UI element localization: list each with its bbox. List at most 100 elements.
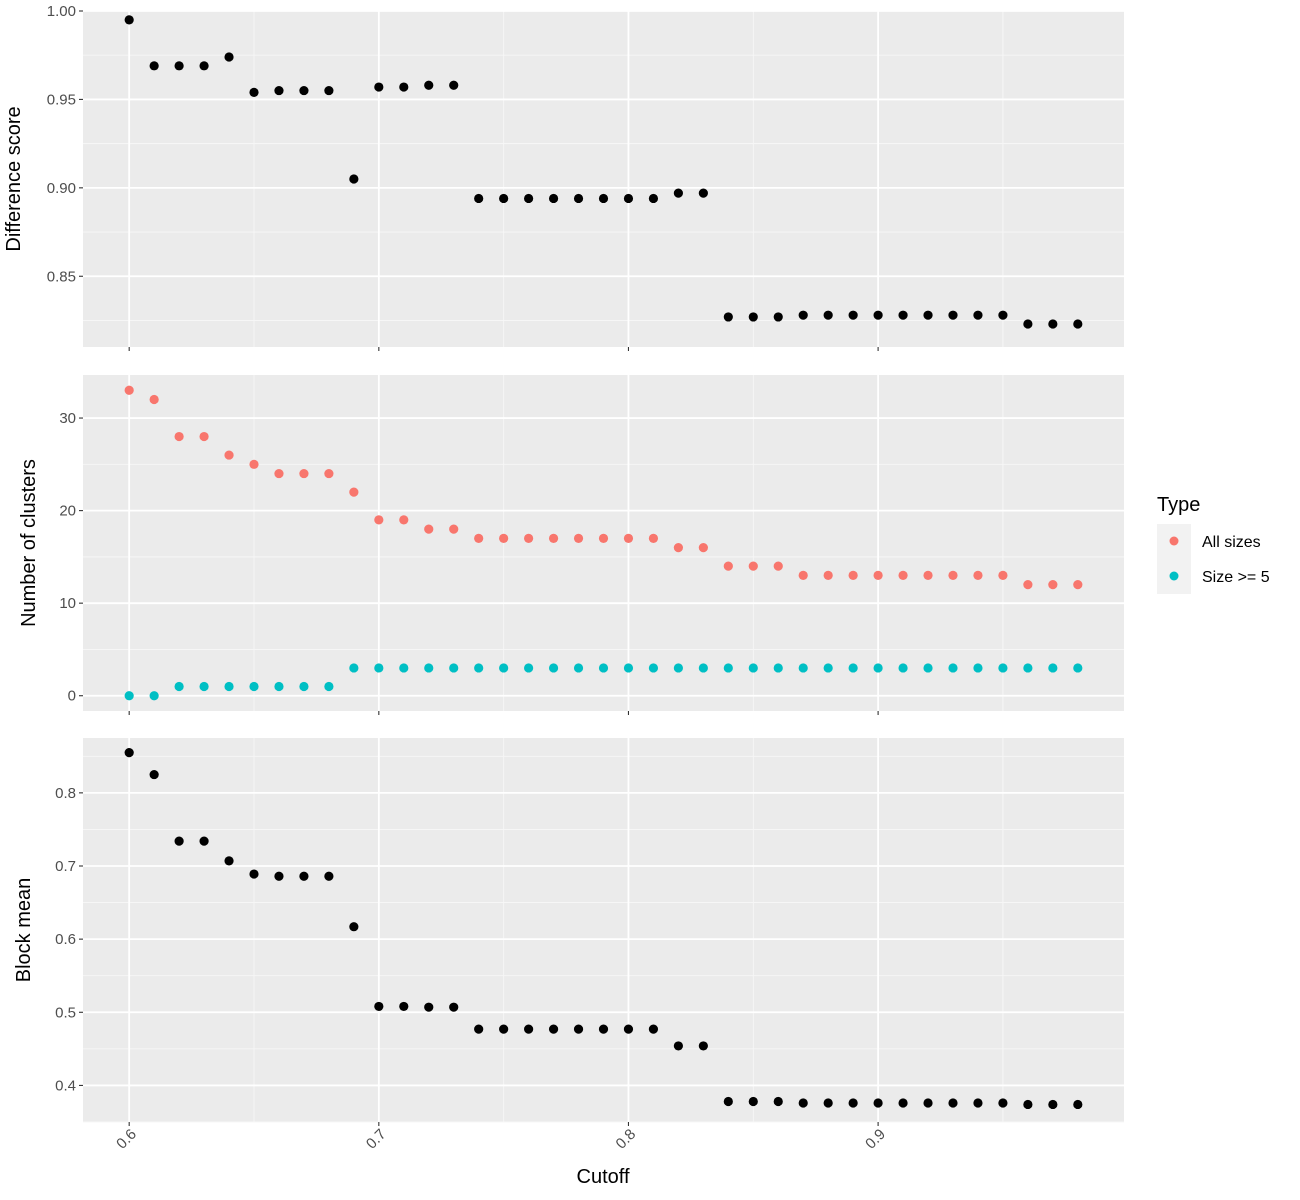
point-block-mean-values	[873, 1098, 883, 1108]
point-difference-score-values	[299, 85, 309, 96]
point-number-of-clusters-all-sizes	[124, 385, 134, 395]
legend: Type All sizes Size >= 5	[1157, 494, 1270, 594]
point-block-mean-values	[399, 1001, 409, 1012]
point-number-of-clusters-size-5	[573, 663, 584, 673]
point-difference-score-values	[1073, 319, 1083, 329]
y-tick-label: 0.85	[47, 268, 76, 285]
point-number-of-clusters-size-5	[923, 663, 933, 673]
legend-key-size-ge-5	[1169, 571, 1179, 581]
point-number-of-clusters-size-5	[299, 681, 309, 692]
y-axis-title-difference-score: Difference score	[3, 106, 25, 251]
point-difference-score-values	[274, 85, 284, 96]
point-number-of-clusters-all-sizes	[923, 570, 933, 580]
point-difference-score-values	[773, 312, 783, 322]
point-number-of-clusters-size-5	[673, 663, 683, 673]
point-number-of-clusters-all-sizes	[224, 450, 234, 460]
point-number-of-clusters-all-sizes	[823, 570, 833, 580]
y-tick-label: 0	[68, 688, 76, 705]
point-block-mean-values	[923, 1098, 933, 1108]
panel-block-mean: 0.4 0.5 0.6 0.7 0.8 Block mean	[13, 738, 1124, 1126]
point-number-of-clusters-size-5	[973, 663, 983, 673]
point-number-of-clusters-size-5	[249, 681, 259, 692]
point-number-of-clusters-all-sizes	[1023, 580, 1033, 590]
point-number-of-clusters-size-5	[199, 681, 209, 692]
point-number-of-clusters-all-sizes	[349, 487, 359, 497]
point-number-of-clusters-size-5	[1073, 663, 1083, 673]
point-block-mean-values	[648, 1024, 659, 1034]
point-number-of-clusters-all-sizes	[998, 570, 1008, 580]
point-number-of-clusters-all-sizes	[848, 570, 858, 580]
point-number-of-clusters-size-5	[798, 663, 808, 673]
point-number-of-clusters-all-sizes	[648, 533, 659, 543]
point-difference-score-values	[873, 310, 883, 320]
point-number-of-clusters-all-sizes	[174, 431, 184, 442]
point-difference-score-values	[723, 312, 733, 322]
point-number-of-clusters-size-5	[1023, 663, 1033, 673]
point-number-of-clusters-all-sizes	[524, 533, 534, 543]
point-difference-score-values	[449, 80, 459, 90]
point-number-of-clusters-all-sizes	[698, 543, 708, 553]
y-tick-label: 0.6	[55, 931, 76, 948]
point-difference-score-values	[598, 193, 609, 204]
point-difference-score-values	[374, 82, 384, 92]
point-number-of-clusters-size-5	[399, 663, 409, 673]
point-block-mean-values	[948, 1098, 958, 1108]
x-tick-label: 0.9	[862, 1126, 889, 1153]
point-difference-score-values	[923, 310, 933, 320]
point-number-of-clusters-all-sizes	[873, 570, 883, 580]
point-number-of-clusters-all-sizes	[748, 561, 758, 571]
point-block-mean-values	[973, 1098, 983, 1108]
point-block-mean-values	[823, 1098, 833, 1108]
point-block-mean-values	[424, 1002, 434, 1012]
point-number-of-clusters-all-sizes	[548, 533, 559, 543]
point-block-mean-values	[898, 1098, 908, 1108]
point-number-of-clusters-all-sizes	[499, 533, 509, 543]
point-number-of-clusters-all-sizes	[324, 468, 334, 479]
point-number-of-clusters-all-sizes	[598, 533, 609, 543]
point-number-of-clusters-all-sizes	[249, 459, 259, 469]
point-difference-score-values	[124, 15, 134, 25]
x-axis-title: Cutoff	[577, 1166, 630, 1188]
x-tick-label: 0.6	[113, 1126, 140, 1153]
point-difference-score-values	[524, 193, 534, 204]
point-block-mean-values	[224, 856, 234, 866]
point-difference-score-values	[499, 193, 509, 204]
point-block-mean-values	[199, 836, 209, 846]
point-number-of-clusters-size-5	[848, 663, 858, 673]
point-number-of-clusters-size-5	[823, 663, 833, 673]
point-difference-score-values	[324, 85, 334, 96]
point-number-of-clusters-all-sizes	[798, 570, 808, 580]
y-tick-label: 30	[59, 410, 76, 427]
point-block-mean-values	[998, 1098, 1008, 1108]
point-number-of-clusters-size-5	[623, 663, 634, 673]
point-number-of-clusters-size-5	[174, 681, 184, 692]
point-difference-score-values	[998, 310, 1008, 320]
point-number-of-clusters-all-sizes	[773, 561, 783, 571]
point-number-of-clusters-size-5	[1048, 663, 1058, 673]
y-tick-label: 10	[59, 595, 76, 612]
point-number-of-clusters-size-5	[424, 663, 434, 673]
panel-difference-score: 0.85 0.90 0.95 1.00 Difference score	[3, 3, 1124, 351]
point-block-mean-values	[349, 922, 359, 932]
point-difference-score-values	[199, 61, 209, 71]
point-block-mean-values	[1048, 1099, 1058, 1110]
point-difference-score-values	[424, 80, 434, 90]
point-number-of-clusters-size-5	[124, 691, 134, 701]
point-difference-score-values	[823, 310, 833, 320]
point-block-mean-values	[623, 1024, 634, 1034]
point-number-of-clusters-all-sizes	[723, 561, 733, 571]
point-difference-score-values	[249, 87, 259, 97]
x-tick-label: 0.8	[613, 1126, 640, 1153]
point-number-of-clusters-all-sizes	[449, 524, 459, 534]
point-block-mean-values	[499, 1024, 509, 1034]
chart-panels: 0.85 0.90 0.95 1.00 Difference score 0 10 20 30 N…	[3, 3, 1124, 1153]
point-number-of-clusters-size-5	[948, 663, 958, 673]
point-number-of-clusters-size-5	[548, 663, 559, 673]
point-block-mean-values	[1073, 1099, 1083, 1110]
legend-label-all-sizes: All sizes	[1202, 534, 1261, 551]
point-block-mean-values	[274, 871, 284, 881]
point-number-of-clusters-size-5	[449, 663, 459, 673]
point-number-of-clusters-size-5	[474, 663, 484, 673]
point-number-of-clusters-all-sizes	[898, 570, 908, 580]
y-tick-label: 0.5	[55, 1004, 76, 1021]
